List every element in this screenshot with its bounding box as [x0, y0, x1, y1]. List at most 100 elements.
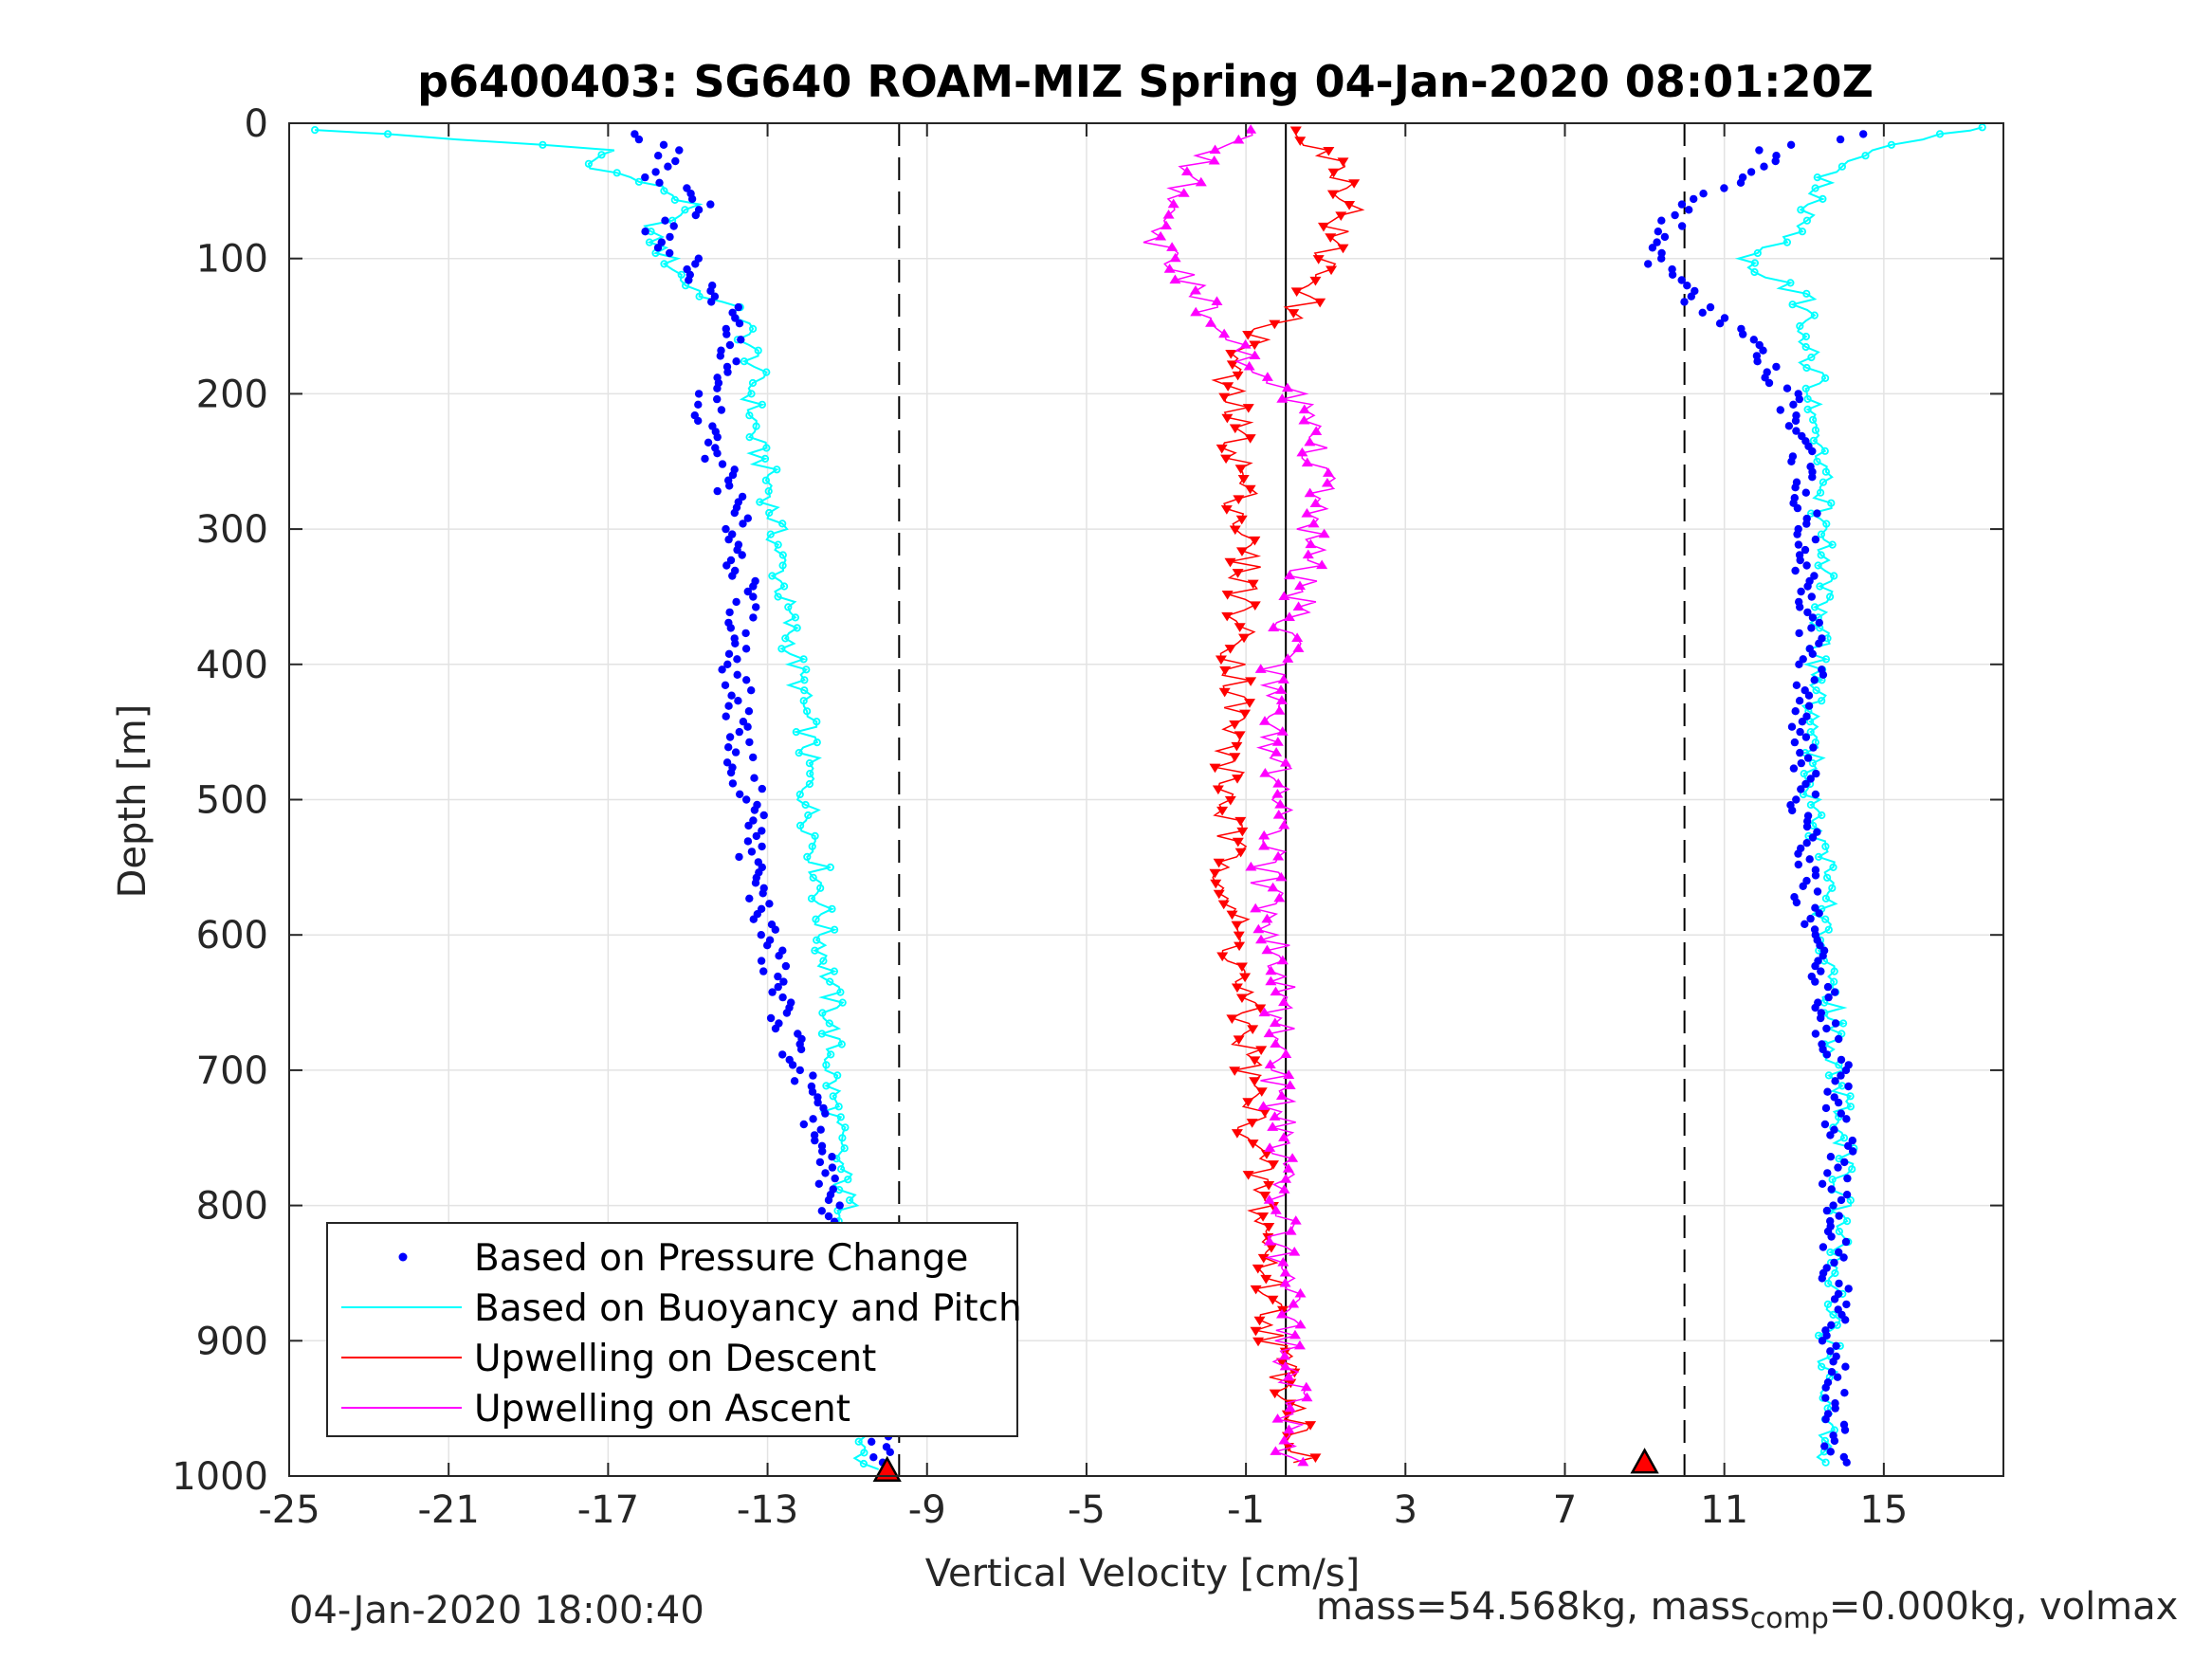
upwelling-descent-marker — [1219, 665, 1232, 676]
buoyancy-pitch-point — [781, 634, 790, 643]
pressure-change-point — [1811, 790, 1820, 799]
pressure-change-point — [1738, 173, 1747, 182]
pressure-change-point — [828, 1163, 837, 1172]
pressure-change-point — [1839, 1253, 1848, 1262]
upwelling-descent-marker — [1247, 1025, 1259, 1034]
upwelling-descent-marker — [1233, 495, 1245, 504]
upwelling-descent-marker — [1260, 1274, 1272, 1285]
pressure-change-point — [713, 384, 722, 392]
pressure-change-point — [1848, 1136, 1857, 1145]
upwelling-descent-marker — [1229, 1066, 1241, 1076]
pressure-change-point — [725, 733, 735, 741]
pressure-change-point — [824, 1212, 833, 1221]
upwelling-ascent-marker — [1257, 1101, 1270, 1110]
upwelling-descent-marker — [1267, 1295, 1279, 1305]
upwelling-ascent-marker — [1218, 328, 1231, 338]
y-tick-label: 400 — [196, 644, 268, 687]
pressure-change-point — [1644, 260, 1653, 268]
pressure-change-point — [1823, 1087, 1832, 1096]
upwelling-ascent-marker — [1281, 382, 1293, 392]
pressure-change-point — [1830, 1125, 1838, 1134]
pressure-change-point — [707, 298, 716, 306]
buoyancy-pitch-point — [838, 1134, 847, 1142]
upwelling-descent-marker — [1232, 837, 1244, 848]
upwelling-ascent-marker — [1166, 242, 1179, 251]
upwelling-ascent-marker — [1178, 188, 1190, 197]
upwelling-ascent-marker — [1270, 1205, 1282, 1214]
buoyancy-pitch-point — [1828, 540, 1837, 549]
upwelling-ascent-marker — [1302, 549, 1314, 559]
pressure-change-point — [641, 228, 649, 236]
pressure-change-point — [1842, 1115, 1851, 1123]
pressure-change-point — [713, 449, 722, 458]
pressure-change-point — [716, 352, 724, 360]
pressure-change-point — [1677, 276, 1686, 284]
buoyancy-pitch-point — [813, 936, 821, 944]
pressure-change-point — [666, 248, 674, 258]
pressure-change-point — [1811, 535, 1820, 544]
buoyancy-pitch-point — [779, 582, 789, 591]
upwelling-descent-marker — [1216, 444, 1228, 454]
buoyancy-pitch-point — [1798, 228, 1807, 236]
buoyancy-pitch-point — [1808, 758, 1818, 768]
pressure-change-point — [731, 748, 740, 757]
pressure-change-point — [790, 1077, 799, 1085]
pressure-change-point — [631, 130, 639, 138]
buoyancy-pitch-point — [1816, 582, 1824, 591]
buoyancy-pitch-point — [792, 727, 800, 737]
buoyancy-pitch-point — [762, 368, 771, 376]
upwelling-descent-marker — [1249, 1077, 1261, 1086]
buoyancy-pitch-point — [1829, 863, 1837, 872]
pressure-change-point — [1818, 1040, 1826, 1048]
buoyancy-pitch-point — [1802, 289, 1811, 298]
buoyancy-pitch-point — [806, 769, 814, 778]
upwelling-ascent-marker — [1169, 252, 1181, 263]
buoyancy-pitch-point — [1782, 238, 1792, 246]
upwelling-ascent-marker — [1270, 1038, 1282, 1048]
pressure-change-point — [1834, 1305, 1842, 1314]
buoyancy-pitch-point — [803, 852, 812, 862]
pressure-change-point — [824, 1195, 833, 1205]
buoyancy-pitch-point — [756, 498, 764, 506]
chart-title: p6400403: SG640 ROAM-MIZ Spring 04-Jan-2… — [417, 56, 1874, 107]
pressure-change-point — [732, 357, 740, 366]
upwelling-ascent-marker — [1263, 1194, 1275, 1204]
pressure-change-point — [1805, 855, 1814, 864]
pressure-change-point — [730, 508, 739, 518]
pressure-change-point — [713, 394, 722, 404]
y-tick-label: 200 — [196, 373, 268, 416]
buoyancy-pitch-point — [1803, 394, 1812, 403]
pressure-change-point — [732, 597, 740, 607]
buoyancy-pitch-point — [808, 842, 816, 851]
upwelling-ascent-marker — [1163, 264, 1176, 273]
upwelling-descent-marker — [1250, 1285, 1262, 1295]
upwelling-ascent-marker — [1271, 737, 1284, 746]
upwelling-ascent-marker — [1274, 798, 1287, 809]
upwelling-descent-marker — [1221, 413, 1234, 424]
upwelling-ascent-marker — [1304, 487, 1316, 498]
upwelling-ascent-marker — [1305, 538, 1317, 549]
upwelling-descent-marker — [1229, 720, 1241, 730]
buoyancy-pitch-point — [859, 1459, 868, 1468]
pressure-change-point — [731, 639, 740, 647]
pressure-change-point — [724, 702, 733, 710]
upwelling-ascent-marker — [1243, 360, 1255, 371]
pressure-change-point — [1830, 1258, 1838, 1267]
pressure-change-point — [742, 795, 751, 804]
buoyancy-pitch-point — [818, 1009, 827, 1017]
pressure-change-point — [1823, 1169, 1832, 1177]
pressure-change-point — [1795, 597, 1803, 607]
pressure-change-point — [1809, 743, 1818, 752]
pressure-change-point — [1803, 811, 1813, 820]
buoyancy-pitch-point — [1796, 321, 1804, 331]
pressure-change-point — [1790, 494, 1800, 502]
pressure-change-point — [724, 649, 734, 658]
mass-footer-sub: comp — [1749, 1602, 1829, 1635]
pressure-change-point — [1842, 1300, 1851, 1309]
upwelling-ascent-marker — [1287, 1153, 1299, 1162]
x-axis-label: Vertical Velocity [cm/s] — [925, 1552, 1361, 1595]
upwelling-ascent-marker — [1273, 705, 1286, 715]
pressure-change-point — [1789, 764, 1799, 773]
pressure-change-point — [1795, 551, 1804, 559]
x-tick-label: -17 — [577, 1488, 639, 1532]
